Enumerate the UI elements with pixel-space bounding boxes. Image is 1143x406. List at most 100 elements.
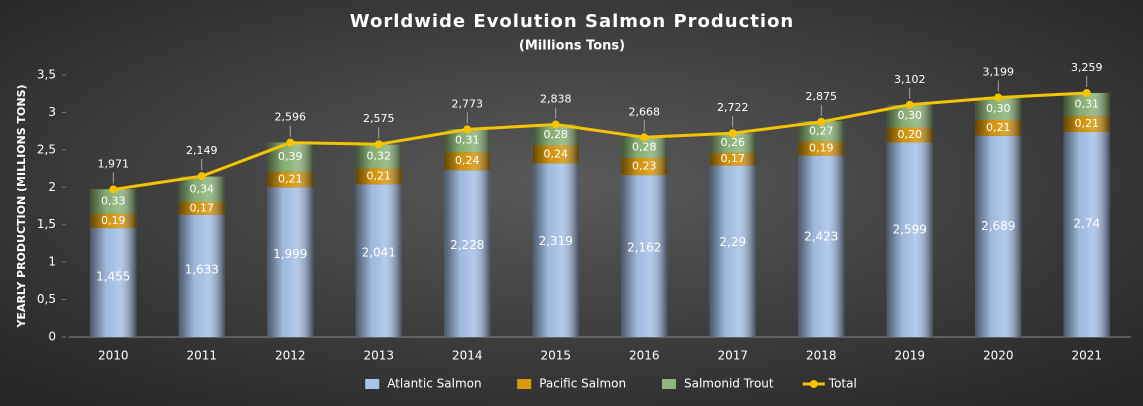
bar-shade (975, 119, 1022, 136)
bar-shade (621, 175, 668, 337)
bar-shade (355, 144, 402, 169)
x-tick-label: 2011 (186, 349, 217, 363)
data-label: 3,259 (1071, 61, 1103, 74)
data-label: 1,971 (98, 157, 130, 170)
y-tick-label: 3 (48, 105, 56, 119)
data-label: 2,599 (893, 222, 927, 236)
data-label: 2,74 (1073, 217, 1100, 231)
data-label: 2,319 (539, 234, 573, 248)
data-label: 0,17 (190, 201, 215, 214)
data-label: 0,23 (632, 160, 657, 173)
data-label: 0,32 (367, 150, 392, 163)
x-tick-label: 2010 (98, 349, 129, 363)
line-point (286, 138, 295, 147)
data-label: 2,041 (362, 245, 396, 259)
data-label: 0,21 (278, 173, 303, 186)
x-tick-label: 2018 (806, 349, 837, 363)
data-label: 0,28 (544, 128, 569, 141)
bar-shade (1063, 116, 1110, 132)
data-label: 2,575 (363, 112, 395, 125)
data-label: 2,722 (717, 101, 749, 114)
data-label: 2,423 (804, 230, 838, 244)
data-label: 0,21 (367, 169, 392, 182)
data-label: 1,455 (96, 270, 130, 284)
line-point (640, 133, 649, 142)
data-label: 0,20 (898, 128, 923, 141)
data-label: 0,31 (1075, 98, 1100, 111)
y-tick-label: 3,5 (37, 68, 56, 82)
bar-shade (532, 163, 579, 337)
data-label: 3,102 (894, 73, 926, 86)
x-tick-label: 2017 (717, 349, 748, 363)
data-label: 0,24 (544, 147, 569, 160)
y-tick-label: 1,5 (37, 217, 56, 231)
data-label: 2,875 (806, 90, 838, 103)
bar-shade (709, 165, 756, 337)
data-label: 2,149 (186, 144, 218, 157)
data-label: 2,29 (719, 235, 746, 249)
chart-title: Worldwide Evolution Salmon Production (350, 11, 795, 32)
bar-shade (355, 184, 402, 337)
y-tick-label: 1 (48, 255, 56, 269)
y-tick-label: 2,5 (37, 142, 56, 156)
bar-shade (444, 152, 491, 171)
bar-shade (1063, 92, 1110, 117)
legend-swatch (517, 379, 532, 389)
bar-shade (1063, 131, 1110, 337)
data-label: 0,26 (721, 136, 746, 149)
data-label: 0,21 (986, 121, 1011, 134)
line-point (197, 172, 206, 181)
data-label: 0,27 (809, 124, 834, 137)
chart-subtitle: (Millions Tons) (519, 39, 625, 54)
bar-shade (355, 168, 402, 185)
data-label: 2,838 (540, 93, 572, 106)
data-label: 0,34 (190, 182, 215, 195)
data-label: 1,633 (185, 262, 219, 276)
bar-shade (444, 129, 491, 153)
data-label: 0,28 (632, 140, 657, 153)
bar-shade (709, 152, 756, 166)
data-label: 2,689 (981, 219, 1015, 233)
legend-label: Total (828, 377, 857, 391)
data-label: 2,668 (629, 105, 661, 118)
line-point (1082, 89, 1091, 98)
bar-shade (178, 214, 225, 337)
data-label: 0,17 (721, 152, 746, 165)
bar-shade (709, 133, 756, 153)
bar-shade (267, 187, 314, 337)
bar-shade (798, 141, 845, 156)
bar-shade (90, 213, 137, 229)
data-label: 0,19 (809, 142, 834, 155)
line-point (109, 185, 118, 194)
bar-shade (532, 145, 579, 164)
data-label: 2,773 (452, 97, 484, 110)
bar-shade (798, 155, 845, 337)
line-point (817, 117, 826, 126)
data-label: 0,30 (986, 102, 1011, 115)
x-tick-label: 2012 (275, 349, 306, 363)
y-tick-label: 0,5 (37, 292, 56, 306)
bar-shade (621, 157, 668, 176)
y-tick-label: 0 (48, 330, 56, 344)
legend-swatch (365, 379, 380, 389)
legend-swatch-point (809, 380, 818, 388)
line (113, 91, 1087, 191)
line-point (374, 140, 383, 149)
x-tick-label: 2016 (629, 349, 660, 363)
y-axis-title: YEARLY PRODUCTION (MILLIONS TONS) (15, 84, 28, 328)
bar-shade (798, 121, 845, 142)
bar-shade (444, 170, 491, 337)
y-tick-label: 2 (48, 180, 56, 194)
bar-shade (178, 202, 225, 215)
line-point (551, 120, 560, 129)
data-label: 0,33 (101, 195, 126, 208)
bar-shade (975, 135, 1022, 337)
x-tick-label: 2013 (363, 349, 394, 363)
data-label: 2,596 (275, 111, 307, 124)
bar-shade (178, 176, 225, 203)
data-label: 0,24 (455, 154, 480, 167)
bar-shade (267, 171, 314, 188)
line-point (994, 93, 1003, 102)
data-label: 3,199 (983, 66, 1015, 79)
